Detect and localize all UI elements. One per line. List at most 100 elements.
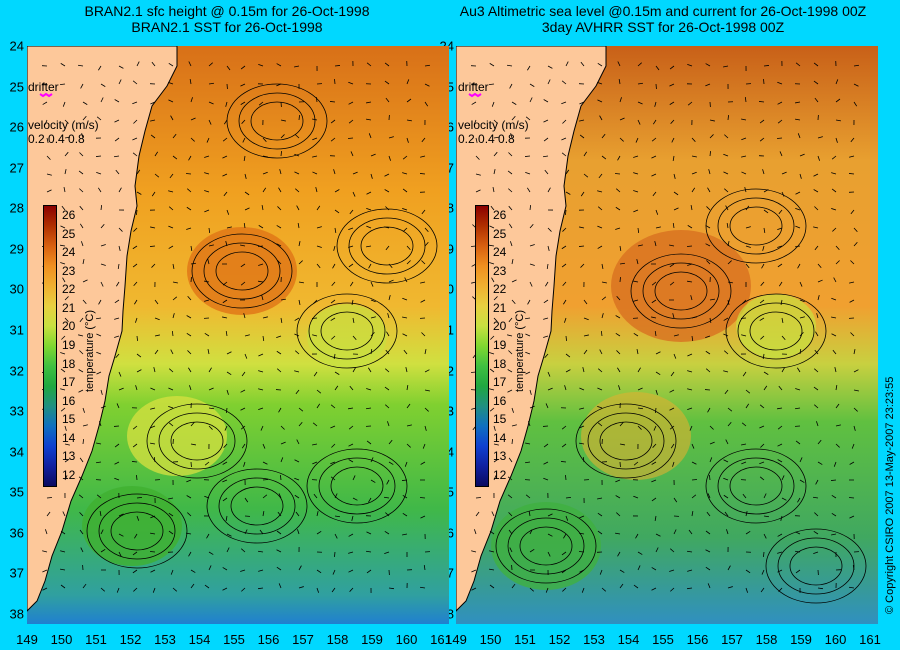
current-vector — [490, 335, 495, 340]
current-vector — [524, 155, 531, 157]
current-vector — [100, 548, 106, 553]
current-vector — [368, 497, 372, 503]
current-vector — [637, 407, 644, 410]
current-vector — [100, 204, 103, 211]
current-vector — [316, 226, 322, 229]
current-vector — [812, 496, 819, 499]
current-vector — [352, 191, 356, 197]
current-vector — [507, 369, 513, 373]
current-vector — [687, 370, 693, 373]
current-vector — [688, 529, 693, 535]
current-vector — [222, 587, 228, 591]
current-vector — [383, 496, 390, 499]
current-vector — [834, 367, 837, 373]
current-vector — [507, 389, 513, 393]
current-vector — [493, 119, 498, 124]
current-vector — [669, 244, 675, 247]
current-vector — [42, 101, 48, 105]
current-vector — [100, 263, 106, 266]
current-vector — [655, 533, 661, 537]
current-vector — [543, 299, 549, 304]
current-vector — [579, 425, 585, 429]
current-vector — [98, 299, 102, 305]
current-vector — [60, 530, 66, 535]
current-vector — [316, 263, 321, 269]
current-vector — [817, 295, 820, 301]
current-vector — [351, 299, 354, 305]
current-vector — [132, 137, 138, 141]
current-vector — [687, 280, 693, 283]
current-vector — [813, 226, 819, 229]
current-vector — [651, 173, 657, 177]
latitude-tick-label: 28 — [9, 200, 24, 216]
current-vector — [709, 441, 715, 445]
current-vector — [406, 424, 412, 427]
latitude-tick-label: 27 — [9, 160, 24, 176]
current-vector — [388, 295, 391, 301]
current-vector — [745, 569, 751, 574]
current-vector — [419, 586, 426, 589]
current-vector — [424, 227, 429, 232]
current-vector — [830, 479, 837, 481]
current-vector — [420, 299, 426, 303]
current-vector — [100, 223, 105, 229]
current-vector — [330, 461, 336, 465]
current-vector — [543, 335, 549, 338]
longitude-tick-label: 154 — [188, 632, 211, 647]
current-vector — [333, 169, 336, 175]
current-vector — [723, 65, 729, 68]
left-title-line1: BRAN2.1 sfc height @ 0.15m for 26-Oct-19… — [84, 3, 370, 19]
current-vector — [691, 187, 696, 193]
current-vector — [46, 137, 49, 143]
current-vector — [424, 407, 429, 412]
current-vector — [136, 335, 138, 342]
current-vector — [652, 191, 657, 197]
current-vector — [691, 511, 694, 517]
current-vector — [208, 565, 212, 571]
current-vector — [778, 385, 783, 391]
current-vector — [633, 172, 639, 175]
colorbar-tick-label: 22 — [493, 282, 507, 297]
current-vector — [186, 479, 192, 483]
current-vector — [849, 461, 855, 465]
current-vector — [637, 62, 642, 67]
current-vector — [579, 407, 585, 410]
current-vector — [312, 171, 318, 175]
current-vector — [316, 587, 320, 593]
current-vector — [797, 263, 801, 269]
current-vector — [385, 404, 390, 409]
current-vector — [150, 442, 156, 445]
current-vector — [295, 134, 300, 139]
current-vector — [529, 204, 532, 211]
colorbar-tick-label: 19 — [493, 338, 507, 352]
current-vector — [240, 101, 246, 105]
current-vector — [597, 497, 603, 500]
current-vector — [406, 260, 411, 265]
current-vector — [745, 587, 749, 593]
current-vector — [276, 549, 282, 553]
current-vector — [707, 407, 711, 413]
current-vector — [312, 422, 318, 427]
current-vector — [403, 227, 408, 232]
current-vector — [709, 298, 715, 301]
colorbar-tick-label: 26 — [493, 208, 507, 222]
current-vector — [673, 173, 676, 179]
current-vector — [258, 101, 264, 106]
sea-level-contour — [507, 517, 585, 575]
current-vector — [401, 479, 408, 481]
current-vector — [370, 332, 375, 337]
current-vector — [507, 476, 513, 481]
current-vector — [244, 207, 250, 211]
current-vector — [745, 226, 751, 229]
current-vector — [258, 263, 264, 266]
current-vector — [706, 260, 711, 265]
current-vector — [262, 335, 265, 342]
current-vector — [241, 119, 246, 124]
current-vector — [686, 245, 693, 247]
current-vector — [763, 189, 769, 193]
current-vector — [46, 189, 52, 193]
current-vector — [388, 136, 394, 139]
current-vector — [420, 155, 426, 158]
current-vector — [781, 171, 787, 175]
current-vector — [835, 79, 839, 85]
